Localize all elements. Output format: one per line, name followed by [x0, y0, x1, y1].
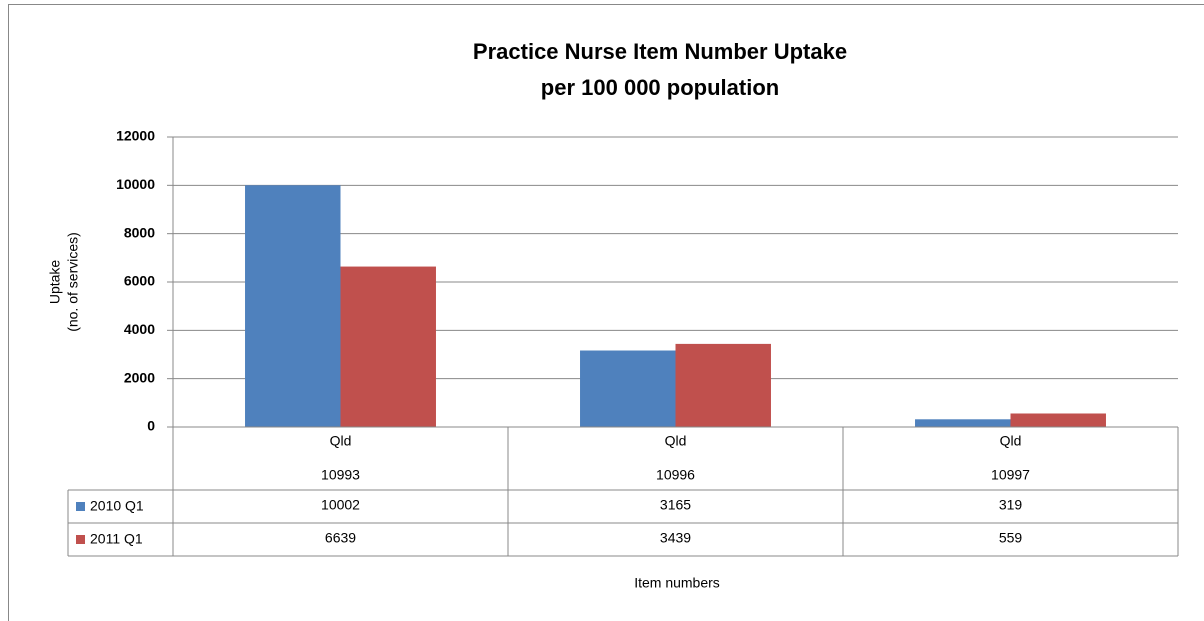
table-value: 10002: [321, 497, 360, 513]
chart-title: per 100 000 population: [541, 75, 779, 100]
y-axis-label-line: Uptake: [47, 260, 63, 305]
table-value: 319: [999, 497, 1023, 513]
y-axis-label: Uptake (no. of services): [47, 232, 81, 332]
y-tick-label: 2000: [124, 369, 155, 385]
bar: [1010, 413, 1106, 427]
legend-label: 2010 Q1: [90, 498, 144, 514]
bar: [915, 419, 1011, 427]
y-axis-label-line: (no. of services): [65, 232, 81, 332]
legend-swatch: [76, 535, 85, 544]
table-value: 559: [999, 530, 1023, 546]
x-tick-label: 10997: [991, 467, 1030, 483]
y-tick-label: 4000: [124, 321, 155, 337]
y-tick-label: 0: [147, 418, 155, 434]
y-tick-label: 6000: [124, 273, 155, 289]
table-value: 3439: [660, 530, 691, 546]
x-tick-label: Qld: [1000, 433, 1022, 449]
y-tick-label: 8000: [124, 224, 155, 240]
x-tick-label: Qld: [330, 433, 352, 449]
x-tick-label: 10993: [321, 467, 360, 483]
chart-title: Practice Nurse Item Number Uptake: [473, 39, 847, 64]
legend-swatch: [76, 502, 85, 511]
x-tick-label: Qld: [665, 433, 687, 449]
table-value: 3165: [660, 497, 691, 513]
y-tick-label: 12000: [116, 128, 155, 144]
bar: [580, 350, 676, 427]
x-tick-label: 10996: [656, 467, 695, 483]
y-tick-label: 10000: [116, 176, 155, 192]
table-value: 6639: [325, 530, 356, 546]
bar: [340, 266, 436, 427]
x-axis-label: Item numbers: [634, 575, 720, 591]
bar: [245, 185, 341, 427]
chart-frame: [8, 4, 1204, 621]
legend-label: 2011 Q1: [90, 531, 143, 547]
bar: [675, 343, 771, 427]
